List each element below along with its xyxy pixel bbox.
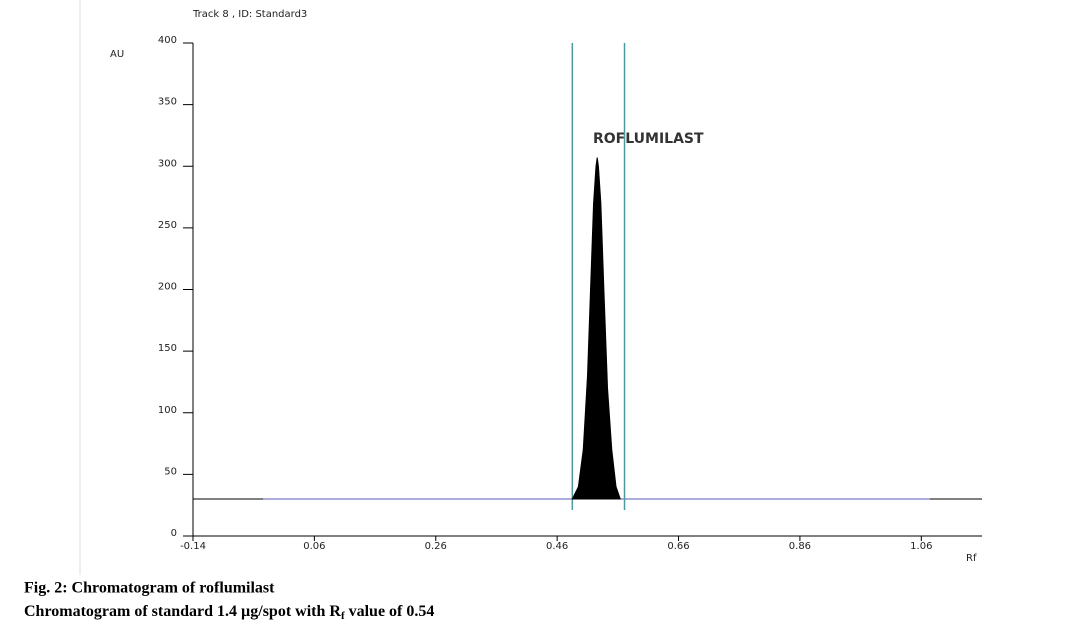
x-tick-label: 0.06 <box>303 541 325 552</box>
caption-sub: f <box>341 610 345 622</box>
x-tick-label: 0.86 <box>789 541 811 552</box>
chart-title: Track 8 , ID: Standard3 <box>192 9 307 20</box>
x-tick-label: -0.14 <box>180 541 206 552</box>
y-tick-label: 0 <box>171 528 177 539</box>
y-tick-label: 300 <box>158 158 177 169</box>
y-tick-label: 400 <box>158 35 177 46</box>
y-tick-label: 250 <box>158 220 177 231</box>
caption-title: Fig. 2: Chromatogram of roflumilast <box>24 580 275 597</box>
y-tick-label: 350 <box>158 97 177 108</box>
y-tick-label: 50 <box>164 466 177 477</box>
y-tick-label: 200 <box>158 282 177 293</box>
y-tick-label: 150 <box>158 343 177 354</box>
caption-part: value of 0.54 <box>345 603 435 620</box>
caption-text: Chromatogram of standard 1.4 µg/spot wit… <box>24 603 434 622</box>
y-axis-label: AU <box>110 49 124 60</box>
x-tick-label: 0.26 <box>425 541 447 552</box>
caption-part: Chromatogram of standard 1.4 µg/spot wit… <box>24 603 341 620</box>
y-tick-label: 100 <box>158 405 177 416</box>
x-axis-label: Rf <box>966 553 977 564</box>
x-tick-label: 1.06 <box>910 541 932 552</box>
x-tick-label: 0.66 <box>667 541 689 552</box>
peak <box>571 157 621 500</box>
x-tick-label: 0.46 <box>546 541 568 552</box>
annotation: ROFLUMILAST <box>593 131 704 147</box>
